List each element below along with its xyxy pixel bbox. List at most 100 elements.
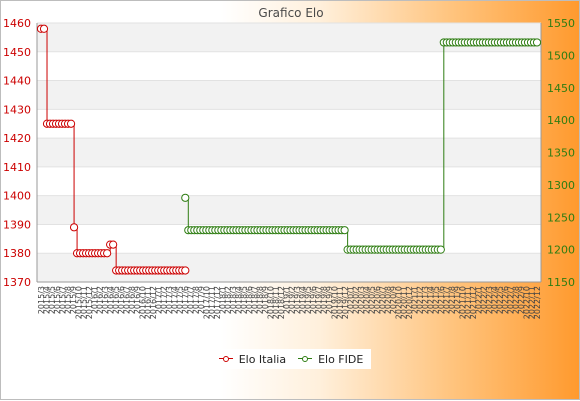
x-tick-label: 2021/7 bbox=[442, 286, 451, 314]
legend-item-elo-fide[interactable]: Elo FIDE bbox=[298, 353, 363, 366]
legend-item-elo-italia[interactable]: Elo Italia bbox=[218, 353, 286, 366]
gridlines bbox=[36, 22, 542, 283]
data-point bbox=[109, 240, 118, 249]
right-tick-label: 1200 bbox=[547, 244, 575, 257]
left-tick-label: 1400 bbox=[3, 190, 31, 203]
x-tick-label: 2020/9 bbox=[389, 286, 398, 314]
x-tick-label: 2015/12 bbox=[85, 286, 94, 319]
grid-band bbox=[37, 23, 541, 52]
x-tick-label: 2015/4 bbox=[42, 286, 51, 314]
x-tick-label: 2018/7 bbox=[250, 286, 259, 314]
x-tick-label: 2018/6 bbox=[245, 286, 254, 314]
left-tick-label: 1460 bbox=[3, 17, 31, 30]
x-tick-label: 2021/10 bbox=[458, 286, 467, 319]
data-point bbox=[340, 226, 349, 235]
x-tick-label: 2020/12 bbox=[405, 286, 414, 319]
data-point bbox=[181, 266, 190, 275]
x-tick-label: 2017/1 bbox=[154, 286, 163, 314]
x-tick-label: 2017/4 bbox=[170, 286, 179, 314]
x-tick-label: 2019/12 bbox=[341, 286, 350, 319]
x-tick-label: 2019/5 bbox=[304, 286, 313, 314]
x-tick-label: 2017/12 bbox=[213, 286, 222, 319]
x-tick-label: 2015/5 bbox=[48, 286, 57, 314]
legend-label: Elo FIDE bbox=[318, 352, 364, 366]
x-tick-label: 2020/8 bbox=[384, 286, 393, 314]
left-tick-label: 1430 bbox=[3, 103, 31, 116]
x-tick-label: 2018/11 bbox=[272, 286, 281, 319]
right-tick-label: 1300 bbox=[547, 179, 575, 192]
grid-band bbox=[37, 195, 541, 225]
legend-marker-icon bbox=[298, 354, 313, 364]
right-tick-label: 1450 bbox=[547, 82, 575, 95]
x-tick-label: 2020/6 bbox=[373, 286, 382, 314]
x-tick-label: 2022/10 bbox=[522, 286, 531, 319]
x-tick-label: 2019/10 bbox=[330, 286, 339, 319]
x-tick-label: 2015/3 bbox=[37, 286, 46, 314]
x-tick-label: 2020/2 bbox=[352, 286, 361, 314]
x-tick-label: 2022/6 bbox=[501, 286, 510, 314]
x-tick-label: 2018/2 bbox=[224, 286, 233, 314]
x-tick-label: 2022/5 bbox=[496, 286, 505, 314]
x-tick-label: 2016/10 bbox=[138, 286, 147, 319]
x-tick-label: 2019/7 bbox=[314, 286, 323, 314]
data-point bbox=[532, 38, 542, 47]
grid-band bbox=[37, 80, 541, 110]
legend-marker-icon bbox=[218, 354, 233, 364]
x-tick-label: 2018/9 bbox=[261, 286, 270, 314]
x-tick-label: 2016/4 bbox=[106, 286, 115, 314]
x-tick-label: 2021/5 bbox=[432, 286, 441, 314]
x-tick-label: 2016/12 bbox=[149, 286, 158, 319]
legend: Elo Italia Elo FIDE bbox=[211, 349, 371, 369]
data-point bbox=[39, 24, 49, 33]
x-tick-label: 2015/9 bbox=[69, 286, 78, 314]
x-tick-label: 2017/11 bbox=[208, 286, 217, 319]
x-tick-label: 2017/3 bbox=[165, 286, 174, 314]
x-tick-label: 2021/12 bbox=[469, 286, 478, 319]
x-tick-label: 2021/1 bbox=[410, 286, 419, 314]
x-tick-label: 2022/11 bbox=[528, 286, 537, 319]
data-point bbox=[181, 193, 190, 202]
x-tick-label: 2017/5 bbox=[176, 286, 185, 314]
x-tick-label: 2021/3 bbox=[421, 286, 430, 314]
x-tick-label: 2015/10 bbox=[74, 286, 83, 319]
x-tick-label: 2018/1 bbox=[218, 286, 227, 314]
x-tick-label: 2019/8 bbox=[320, 286, 329, 314]
x-tick-label: 2018/4 bbox=[234, 286, 243, 314]
x-tick-label: 2019/11 bbox=[336, 286, 345, 319]
x-tick-label: 2017/2 bbox=[160, 286, 169, 314]
x-tick-label: 2019/1 bbox=[282, 286, 291, 314]
chart-title: Grafico Elo bbox=[258, 6, 324, 20]
x-tick-label: 2016/3 bbox=[101, 286, 110, 314]
left-axis-ticks: 1460 1450 1440 1430 1420 1410 1400 1390 1380 1370 bbox=[3, 17, 31, 289]
right-tick-label: 1500 bbox=[547, 49, 575, 62]
data-point bbox=[69, 223, 79, 232]
x-tick-label: 2022/1 bbox=[474, 286, 483, 314]
x-tick-label: 2020/7 bbox=[378, 286, 387, 314]
x-tick-label: 2021/2 bbox=[416, 286, 425, 314]
left-tick-label: 1390 bbox=[3, 218, 31, 231]
x-tick-label: 2018/3 bbox=[229, 286, 238, 314]
right-tick-label: 1400 bbox=[547, 114, 575, 127]
grid-band bbox=[37, 138, 541, 167]
x-tick-label: 2017/8 bbox=[192, 286, 201, 314]
right-tick-label: 1550 bbox=[547, 17, 575, 30]
grid-band bbox=[37, 253, 541, 282]
x-tick-label: 2017/10 bbox=[202, 286, 211, 319]
x-tick-label: 2022/12 bbox=[533, 286, 542, 319]
x-tick-label: 2021/8 bbox=[448, 286, 457, 314]
x-tick-label: 2015/11 bbox=[80, 286, 89, 319]
x-tick-label: 2016/9 bbox=[133, 286, 142, 314]
left-tick-label: 1450 bbox=[3, 46, 31, 59]
left-tick-label: 1420 bbox=[3, 132, 31, 145]
x-tick-label: 2021/6 bbox=[437, 286, 446, 314]
x-tick-label: 2020/5 bbox=[368, 286, 377, 314]
x-tick-label: 2018/8 bbox=[256, 286, 265, 314]
x-tick-label: 2021/9 bbox=[453, 286, 462, 314]
left-tick-label: 1440 bbox=[3, 75, 31, 88]
data-point bbox=[103, 249, 112, 258]
x-axis-ticks: 2015/32015/42015/52015/62015/72015/82015… bbox=[37, 286, 542, 319]
x-tick-label: 2019/4 bbox=[298, 286, 307, 314]
x-tick-label: 2019/9 bbox=[325, 286, 334, 314]
